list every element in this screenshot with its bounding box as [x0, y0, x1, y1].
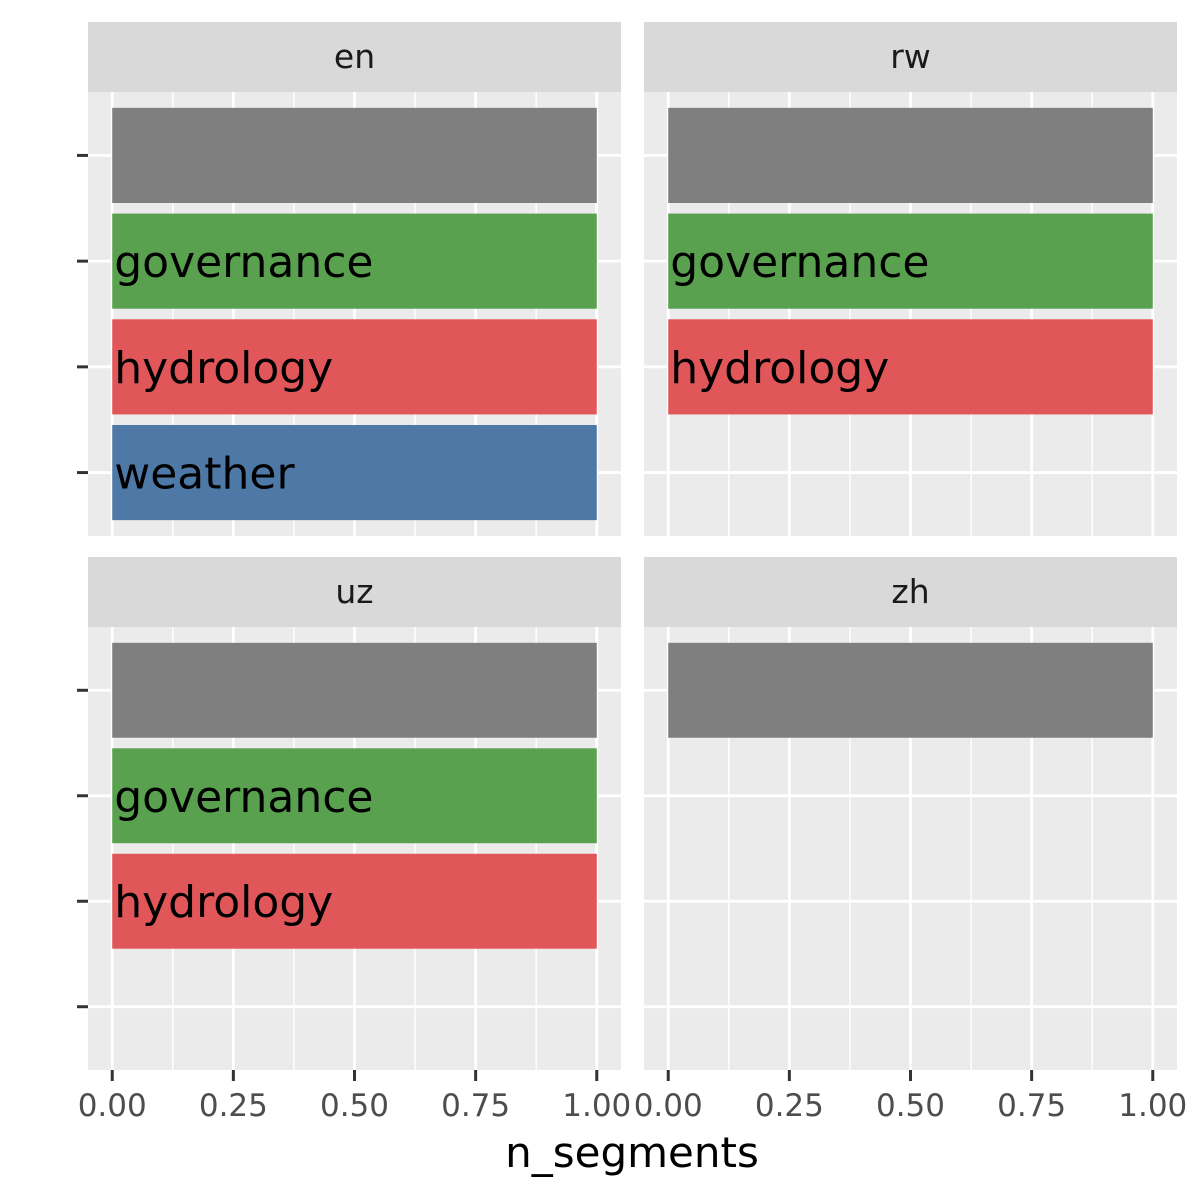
bar-blank — [668, 107, 1153, 203]
x-tick-label: 0.50 — [876, 1088, 945, 1124]
bar-label: governance — [114, 237, 373, 288]
bar-label: governance — [114, 772, 373, 823]
facet-panels: governance hydrology weather en governance hy… — [77, 22, 1187, 1124]
x-tick-label: 1.00 — [1118, 1088, 1187, 1124]
bar-label: weather — [114, 449, 295, 500]
x-tick-label: 0.75 — [441, 1088, 510, 1124]
facet-strip — [88, 557, 621, 627]
bar-hydrology — [112, 319, 597, 415]
x-tick-label: 0.25 — [755, 1088, 824, 1124]
facet-strip-label: en — [334, 37, 375, 76]
facet-strip-label: rw — [890, 37, 931, 76]
bar-hydrology — [112, 853, 597, 949]
facet-panel-rw: governance hydrology rw — [644, 22, 1177, 536]
bar-label: hydrology — [670, 343, 889, 394]
facet-strip — [644, 557, 1177, 627]
bar-label: hydrology — [114, 877, 333, 928]
bar-governance — [112, 748, 597, 844]
bar-governance — [112, 213, 597, 309]
x-tick-label: 0.75 — [997, 1088, 1066, 1124]
facet-strip-label: zh — [891, 572, 929, 611]
bar-label: governance — [670, 237, 929, 288]
bar-blank — [112, 642, 597, 738]
bar-blank — [112, 107, 597, 203]
facet-panel-zh: zh 0.00 0.25 0.50 0.75 1.00 — [634, 557, 1187, 1124]
x-tick-label: 1.00 — [562, 1088, 631, 1124]
facet-panel-uz: governance hydrology uz 0.00 0.25 0.50 0.75 1.0… — [77, 557, 631, 1124]
x-tick-label: 0.25 — [199, 1088, 268, 1124]
bar-weather — [112, 425, 597, 521]
x-tick-label: 0.00 — [78, 1088, 147, 1124]
bar-label: hydrology — [114, 343, 333, 394]
x-tick-label: 0.00 — [634, 1088, 703, 1124]
x-axis-title: n_segments — [505, 1128, 759, 1177]
facet-strip — [644, 22, 1177, 92]
facet-strip-label: uz — [335, 572, 373, 611]
bar-hydrology — [668, 319, 1153, 415]
bar-governance — [668, 213, 1153, 309]
x-tick-label: 0.50 — [320, 1088, 389, 1124]
facet-panel-en: governance hydrology weather en — [77, 22, 621, 536]
bar-blank — [668, 642, 1153, 738]
facet-strip — [88, 22, 621, 92]
